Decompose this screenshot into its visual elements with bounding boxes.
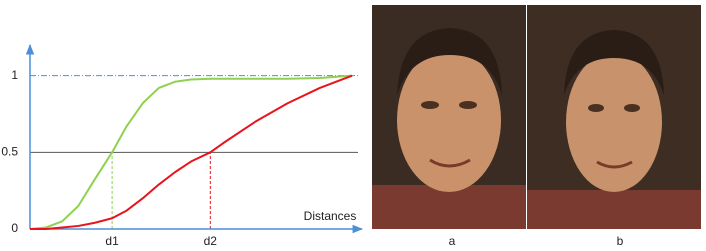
chart: 0 0.5 1 d1 d2 Distances	[1, 43, 364, 248]
x-tick-label: d2	[204, 234, 218, 248]
panel-label: b	[617, 234, 624, 248]
photo-b	[527, 5, 701, 229]
photo-a	[372, 5, 526, 229]
panel-label: a	[449, 234, 456, 248]
y-tick-label: 0	[11, 221, 18, 235]
series-line	[30, 74, 353, 230]
y-tick-label: 1	[11, 68, 18, 82]
x-tick-label: d1	[105, 234, 119, 248]
series-line	[29, 74, 353, 230]
y-tick-label: 0.5	[1, 145, 18, 159]
x-axis-label: Distances	[304, 209, 357, 223]
